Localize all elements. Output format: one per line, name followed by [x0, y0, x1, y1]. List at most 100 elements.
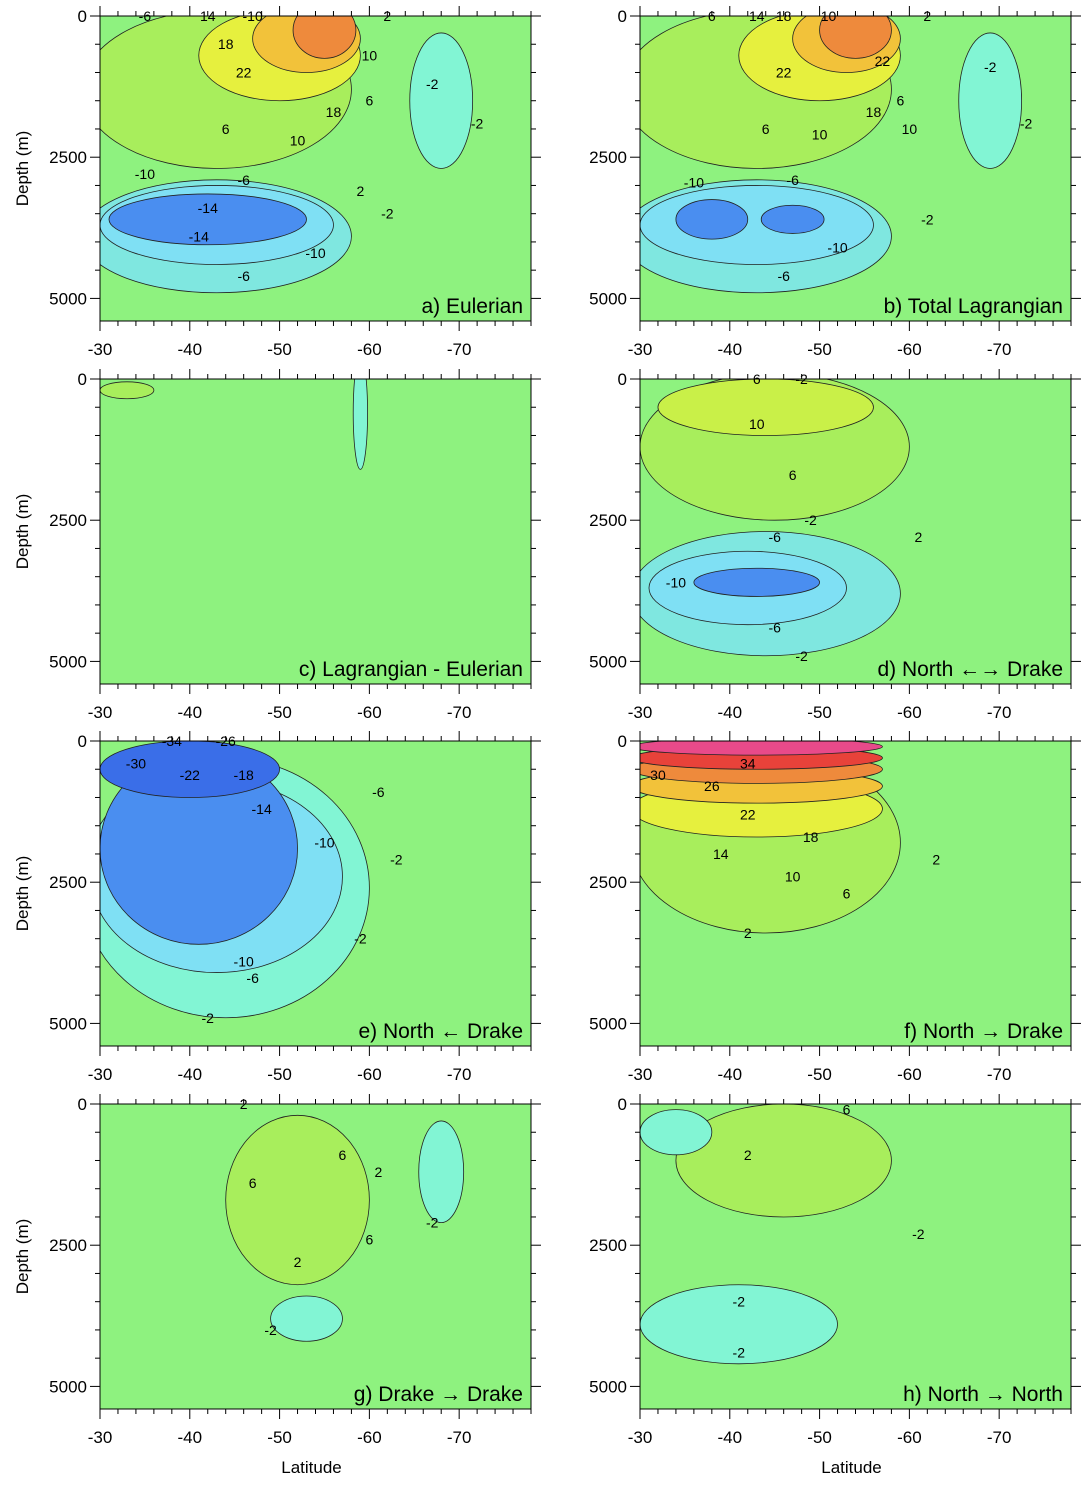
contour-label: -2: [921, 211, 934, 227]
contour-label: -10: [305, 245, 325, 261]
contour-label: 18: [218, 36, 234, 52]
contour-label: 6: [843, 886, 851, 902]
contour-label: -2: [1020, 115, 1033, 131]
contour-label: 2: [744, 1147, 752, 1163]
contour-label: 30: [650, 767, 666, 783]
y-tick-label: 5000: [49, 1377, 87, 1396]
contour-band: [270, 1295, 343, 1342]
y-tick-label: 2500: [589, 873, 627, 892]
contour-label: -10: [684, 175, 704, 191]
contour-label: 22: [875, 53, 891, 69]
contour-label: -22: [180, 767, 200, 783]
contour-label: -26: [216, 733, 236, 749]
contour-label: -2: [984, 59, 997, 75]
y-tick-label: 0: [618, 732, 627, 751]
contour-label: -10: [243, 8, 263, 24]
contour-label: 6: [365, 1232, 373, 1248]
contour-label: 6: [708, 8, 716, 24]
contour-label: -10: [234, 953, 254, 969]
contour-label: -10: [135, 166, 155, 182]
x-tick-label: -50: [807, 1428, 832, 1447]
y-tick-label: 0: [78, 732, 87, 751]
x-tick-label: -70: [447, 1428, 472, 1447]
contour-label: -30: [126, 756, 146, 772]
contour-label: 10: [362, 48, 378, 64]
x-axis-title: Latitude: [821, 1458, 882, 1477]
contour-band: [409, 32, 474, 169]
contour-label: -2: [354, 931, 367, 947]
contour-label: -6: [246, 970, 259, 986]
y-axis-title: Depth (m): [13, 494, 32, 570]
y-tick-label: 5000: [49, 1014, 87, 1033]
contour-label: 2: [932, 852, 940, 868]
y-tick-label: 2500: [589, 511, 627, 530]
panel-f: -30 -40 -50 -60 -700250050003430262218141062…: [589, 731, 1081, 1084]
contour-label: -18: [234, 767, 254, 783]
contour-label: -34: [162, 733, 182, 749]
x-tick-label: -70: [987, 1065, 1012, 1084]
x-tick-label: -70: [447, 340, 472, 359]
contour-band: [640, 1109, 713, 1156]
contour-label: -6: [237, 268, 250, 284]
x-tick-label: -70: [987, 703, 1012, 722]
x-tick-label: -60: [357, 1428, 382, 1447]
x-tick-label: -70: [447, 703, 472, 722]
contour-label: 10: [749, 416, 765, 432]
y-axis-title: Depth (m): [13, 856, 32, 932]
contour-label: 2: [374, 1164, 382, 1180]
contour-label: 10: [821, 8, 837, 24]
contour-label: -6: [777, 268, 790, 284]
contour-label: 2: [744, 925, 752, 941]
x-tick-label: -60: [897, 703, 922, 722]
contour-label: 2: [356, 183, 364, 199]
contour-label: 18: [776, 8, 792, 24]
contour-label: 14: [200, 8, 216, 24]
panel-c: -30 -40 -50 -60 -70 0 2500 5000 c) Lagrangian - …: [13, 369, 541, 722]
contour-label: 2: [923, 8, 931, 24]
contour-label: -2: [390, 852, 403, 868]
y-tick-label: 0: [618, 7, 627, 26]
contour-label: 6: [249, 1175, 257, 1191]
contour-label: -6: [237, 172, 250, 188]
panel-e: -30 -40 -50 -60 -70 0 2500 5000 -34 -26 -30 -22 -18 -…: [13, 731, 541, 1084]
contour-label: 6: [789, 467, 797, 483]
contour-label: -6: [768, 529, 781, 545]
y-tick-label: 5000: [49, 652, 87, 671]
contour-label: 2: [914, 529, 922, 545]
x-tick-label: -30: [88, 703, 113, 722]
x-tick-label: -30: [628, 1065, 653, 1084]
contour-label: -10: [827, 240, 847, 256]
x-tick-label: -30: [628, 340, 653, 359]
contour-label: -2: [912, 1226, 925, 1242]
contour-label: 6: [753, 371, 761, 387]
contour-band: [693, 567, 820, 597]
x-tick-label: -60: [357, 1065, 382, 1084]
y-axis-title: Depth (m): [13, 1219, 32, 1295]
x-tick-label: -70: [987, 1428, 1012, 1447]
contour-band: [657, 379, 874, 436]
panel-d: -30 -40 -50 -60 -70 0 2500 5000 6 -2 10 6 -2 -6 2 -10 -6…: [589, 369, 1081, 722]
y-tick-label: 0: [78, 370, 87, 389]
x-tick-label: -40: [718, 703, 743, 722]
panel-h: -30 -40 -50 -60 -70 0 2500 5000 6 2 -2 -2 -2 h) North…: [589, 1094, 1081, 1477]
x-tick-label: -50: [267, 1065, 292, 1084]
panel-title: h) North → North: [903, 1383, 1063, 1406]
contour-band: [640, 1284, 838, 1365]
x-tick-label: -50: [267, 340, 292, 359]
contour-label: 6: [843, 1102, 851, 1118]
x-tick-label: -30: [628, 1428, 653, 1447]
panel-title: c) Lagrangian - Eulerian: [299, 658, 523, 681]
contour-band: [108, 193, 307, 246]
x-tick-label: -40: [178, 703, 203, 722]
contour-label: 34: [740, 756, 756, 772]
y-tick-label: 5000: [49, 289, 87, 308]
y-tick-label: 2500: [49, 873, 87, 892]
panel-title: a) Eulerian: [421, 295, 523, 318]
contour-label: -2: [733, 1345, 746, 1361]
x-tick-label: -60: [897, 1428, 922, 1447]
x-tick-label: -70: [447, 1065, 472, 1084]
x-tick-label: -50: [807, 1065, 832, 1084]
contour-label: 14: [749, 8, 765, 24]
